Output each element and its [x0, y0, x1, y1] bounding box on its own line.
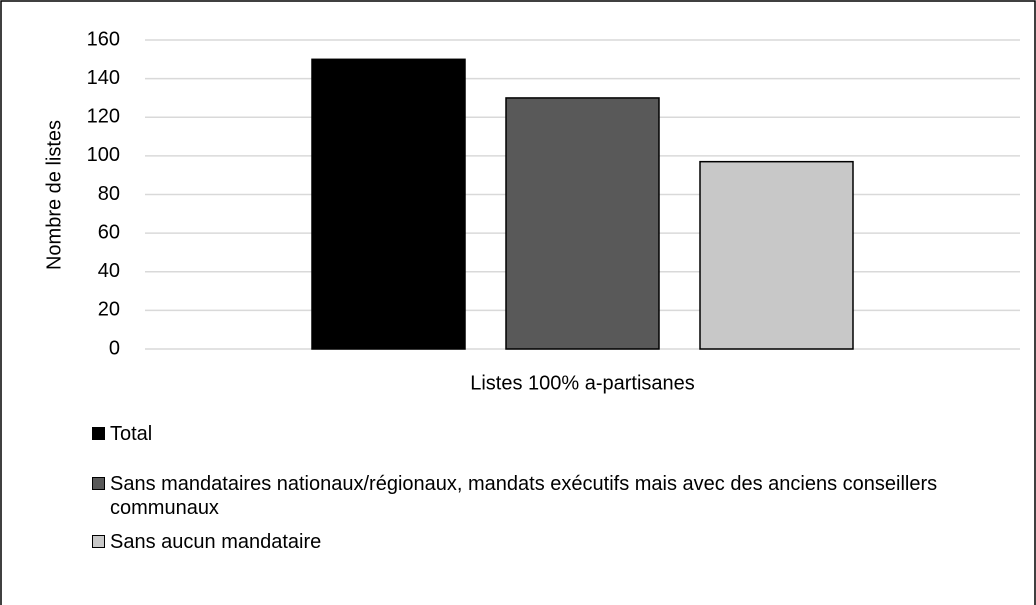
legend-item: Sans mandataires nationaux/régionaux, ma…	[92, 472, 992, 520]
bar	[311, 58, 466, 350]
y-tick-label: 140	[87, 67, 120, 89]
legend-item: Total	[92, 422, 992, 446]
bar	[699, 160, 854, 350]
legend-swatch	[92, 477, 105, 490]
legend-label: Total	[110, 423, 153, 445]
bar	[505, 97, 660, 350]
x-tick-label: Listes 100% a-partisanes	[470, 372, 695, 394]
y-tick-label: 40	[98, 260, 120, 282]
y-tick-label: 100	[87, 144, 120, 166]
legend: Total Sans mandataires nationaux/régionau…	[92, 422, 992, 564]
y-tick-label: 60	[98, 221, 120, 243]
y-tick-label: 0	[109, 337, 120, 359]
legend-label: Sans aucun mandataire	[110, 531, 322, 553]
y-tick-label: 160	[87, 28, 120, 50]
y-axis-label: Nombre de listes	[43, 120, 65, 270]
legend-swatch	[92, 427, 105, 440]
y-tick-label: 80	[98, 183, 120, 205]
legend-item: Sans aucun mandataire	[92, 530, 992, 554]
y-tick-label: 120	[87, 106, 120, 128]
y-tick-label: 20	[98, 299, 120, 321]
legend-label: Sans mandataires nationaux/régionaux, ma…	[110, 473, 938, 519]
legend-swatch	[92, 535, 105, 548]
